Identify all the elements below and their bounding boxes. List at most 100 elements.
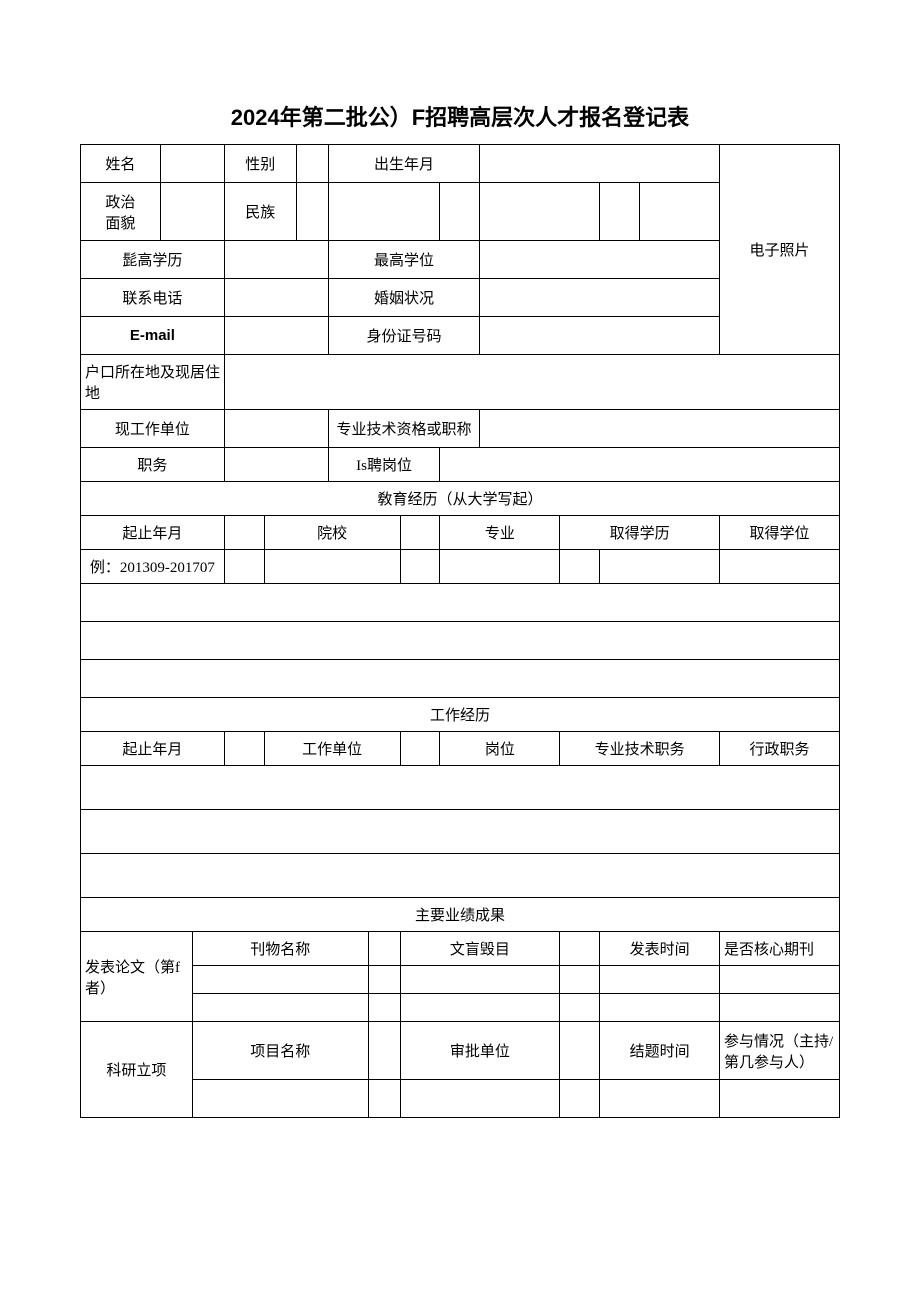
col-core-journal: 是否核心期刊 <box>720 932 840 966</box>
label-hukou: 户口所在地及现居住地 <box>81 355 225 410</box>
label-gender: 性别 <box>224 145 296 183</box>
field-blank-c[interactable] <box>480 183 600 241</box>
col-proj-name: 项目名称 <box>192 1022 368 1080</box>
proj-r1-part[interactable] <box>720 1080 840 1118</box>
paper-r1-journal[interactable] <box>192 966 368 994</box>
label-highest-edu: 髭高学历 <box>81 241 225 279</box>
label-birth: 出生年月 <box>328 145 480 183</box>
field-blank-b[interactable] <box>440 183 480 241</box>
field-name[interactable] <box>160 145 224 183</box>
field-work-unit[interactable] <box>224 410 328 448</box>
paper-r2-core[interactable] <box>720 994 840 1022</box>
field-position[interactable] <box>224 448 328 482</box>
paper-r2-time[interactable] <box>600 994 720 1022</box>
label-marital: 婚姻状况 <box>328 279 480 317</box>
edu-r1-major[interactable] <box>440 550 560 584</box>
edu-blank-row-2[interactable] <box>81 622 840 660</box>
edu-blank-row-3[interactable] <box>81 660 840 698</box>
paper-r2-s1[interactable] <box>368 994 400 1022</box>
paper-r1-s2[interactable] <box>560 966 600 994</box>
field-idnum[interactable] <box>480 317 720 355</box>
proj-r1-s1[interactable] <box>368 1080 400 1118</box>
col-journal: 刊物名称 <box>192 932 368 966</box>
field-political[interactable] <box>160 183 224 241</box>
col-work-prof: 专业技术职务 <box>560 732 720 766</box>
col-proj-spacer2 <box>560 1022 600 1080</box>
label-phone: 联系电话 <box>81 279 225 317</box>
paper-r1-count[interactable] <box>400 966 560 994</box>
label-name: 姓名 <box>81 145 161 183</box>
label-email: E-mail <box>81 317 225 355</box>
label-political: 政治 面貌 <box>81 183 161 241</box>
col-work-period: 起止年月 <box>81 732 225 766</box>
col-edu-obtain-degree: 取得学位 <box>720 516 840 550</box>
field-blank-d[interactable] <box>600 183 640 241</box>
edu-blank-row-1[interactable] <box>81 584 840 622</box>
label-highest-degree: 最高学位 <box>328 241 480 279</box>
paper-r2-count[interactable] <box>400 994 560 1022</box>
col-approval-unit: 审批单位 <box>400 1022 560 1080</box>
col-article-count: 文盲毁目 <box>400 932 560 966</box>
proj-r1-s2[interactable] <box>560 1080 600 1118</box>
proj-r1-name[interactable] <box>192 1080 368 1118</box>
col-pubtime-spacer <box>560 932 600 966</box>
col-edu-spacer1 <box>224 516 264 550</box>
col-work-spacer1 <box>224 732 264 766</box>
field-blank-a[interactable] <box>328 183 440 241</box>
col-edu-school: 院校 <box>264 516 400 550</box>
section-edu-history: 敎育经历（从大学写起） <box>81 482 840 516</box>
label-prof-title: 专业技术资格或职称 <box>328 410 480 448</box>
col-edu-major: 专业 <box>440 516 560 550</box>
paper-r1-core[interactable] <box>720 966 840 994</box>
paper-r2-s2[interactable] <box>560 994 600 1022</box>
col-work-admin: 行政职务 <box>720 732 840 766</box>
field-apply-pos[interactable] <box>440 448 840 482</box>
label-pub-paper: 发表论文（第f者） <box>81 932 193 1022</box>
edu-r1-degree[interactable] <box>720 550 840 584</box>
label-position: 职务 <box>81 448 225 482</box>
edu-example: 例：201309-201707 <box>81 550 225 584</box>
label-work-unit: 现工作单位 <box>81 410 225 448</box>
paper-r2-journal[interactable] <box>192 994 368 1022</box>
field-gender[interactable] <box>296 145 328 183</box>
col-work-spacer2 <box>400 732 440 766</box>
col-close-time: 结题时间 <box>600 1022 720 1080</box>
field-hukou[interactable] <box>224 355 839 410</box>
col-journal-spacer <box>368 932 400 966</box>
field-blank-e[interactable] <box>640 183 720 241</box>
label-apply-pos: Is聘岗位 <box>328 448 440 482</box>
proj-r1-time[interactable] <box>600 1080 720 1118</box>
col-edu-spacer2 <box>400 516 440 550</box>
col-proj-spacer1 <box>368 1022 400 1080</box>
section-achievements: 主要业绩成果 <box>81 898 840 932</box>
col-pub-time: 发表时间 <box>600 932 720 966</box>
field-prof-title[interactable] <box>480 410 840 448</box>
edu-r1-s1[interactable] <box>224 550 264 584</box>
work-blank-row-2[interactable] <box>81 810 840 854</box>
proj-r1-unit[interactable] <box>400 1080 560 1118</box>
col-participation: 参与情况（主持/第几参与人） <box>720 1022 840 1080</box>
col-work-pos: 岗位 <box>440 732 560 766</box>
paper-r1-time[interactable] <box>600 966 720 994</box>
field-highest-degree[interactable] <box>480 241 720 279</box>
work-blank-row-1[interactable] <box>81 766 840 810</box>
col-edu-obtain-edu: 取得学历 <box>560 516 720 550</box>
col-work-unit: 工作单位 <box>264 732 400 766</box>
field-email[interactable] <box>224 317 328 355</box>
edu-r1-s3[interactable] <box>560 550 600 584</box>
work-blank-row-3[interactable] <box>81 854 840 898</box>
label-research-proj: 科研立项 <box>81 1022 193 1118</box>
paper-r1-s1[interactable] <box>368 966 400 994</box>
field-highest-edu[interactable] <box>224 241 328 279</box>
section-work-history: 工作经历 <box>81 698 840 732</box>
field-ethnic[interactable] <box>296 183 328 241</box>
label-photo: 电子照片 <box>720 145 840 355</box>
field-marital[interactable] <box>480 279 720 317</box>
field-phone[interactable] <box>224 279 328 317</box>
label-idnum: 身份证号码 <box>328 317 480 355</box>
field-birth[interactable] <box>480 145 720 183</box>
edu-r1-s2[interactable] <box>400 550 440 584</box>
edu-r1-school[interactable] <box>264 550 400 584</box>
edu-r1-edu[interactable] <box>600 550 720 584</box>
col-edu-period: 起止年月 <box>81 516 225 550</box>
